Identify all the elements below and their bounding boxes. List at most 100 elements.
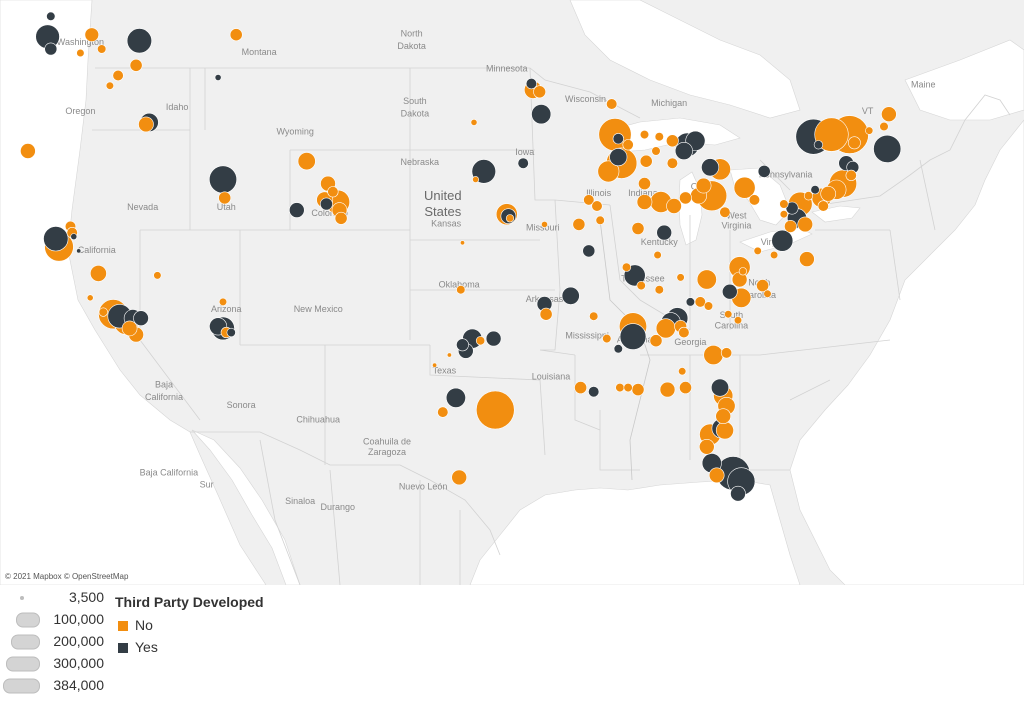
- point-third-party-no[interactable]: [636, 194, 653, 210]
- point-third-party-no[interactable]: [327, 186, 339, 198]
- map-attribution[interactable]: © 2021 Mapbox © OpenStreetMap: [5, 572, 129, 581]
- point-third-party-no[interactable]: [703, 301, 714, 311]
- point-third-party-no[interactable]: [121, 320, 138, 337]
- point-third-party-yes[interactable]: [531, 104, 552, 125]
- point-third-party-no[interactable]: [76, 48, 85, 58]
- point-third-party-no[interactable]: [763, 289, 772, 298]
- point-third-party-no[interactable]: [733, 176, 756, 199]
- point-third-party-no[interactable]: [881, 106, 897, 122]
- point-third-party-yes[interactable]: [701, 158, 720, 177]
- point-third-party-yes[interactable]: [612, 133, 624, 145]
- point-third-party-no[interactable]: [470, 119, 478, 126]
- point-third-party-no[interactable]: [651, 146, 661, 156]
- point-third-party-no[interactable]: [229, 28, 243, 42]
- point-third-party-no[interactable]: [779, 210, 789, 219]
- point-third-party-yes[interactable]: [485, 330, 502, 347]
- point-third-party-no[interactable]: [848, 136, 861, 150]
- point-third-party-no[interactable]: [715, 421, 734, 440]
- point-third-party-no[interactable]: [86, 294, 94, 302]
- point-third-party-yes[interactable]: [588, 386, 600, 398]
- point-third-party-no[interactable]: [703, 344, 724, 365]
- point-third-party-no[interactable]: [799, 251, 815, 267]
- point-third-party-no[interactable]: [817, 200, 829, 212]
- point-third-party-no[interactable]: [459, 240, 465, 246]
- point-third-party-yes[interactable]: [873, 134, 902, 163]
- point-third-party-no[interactable]: [649, 334, 663, 348]
- point-third-party-yes[interactable]: [46, 11, 56, 21]
- point-third-party-yes[interactable]: [771, 229, 794, 252]
- point-third-party-no[interactable]: [475, 336, 486, 346]
- point-third-party-no[interactable]: [218, 297, 228, 307]
- point-third-party-yes[interactable]: [126, 28, 152, 54]
- point-third-party-no[interactable]: [541, 220, 548, 228]
- point-third-party-yes[interactable]: [619, 323, 647, 350]
- point-third-party-yes[interactable]: [445, 387, 466, 408]
- point-third-party-no[interactable]: [84, 27, 100, 42]
- point-third-party-no[interactable]: [698, 438, 715, 455]
- point-third-party-yes[interactable]: [757, 164, 771, 178]
- point-third-party-no[interactable]: [779, 199, 789, 209]
- point-third-party-yes[interactable]: [226, 327, 236, 338]
- point-third-party-no[interactable]: [615, 383, 625, 393]
- point-third-party-no[interactable]: [820, 186, 837, 202]
- point-third-party-yes[interactable]: [613, 344, 623, 354]
- point-third-party-no[interactable]: [803, 191, 814, 201]
- point-third-party-no[interactable]: [720, 347, 733, 359]
- point-third-party-no[interactable]: [748, 194, 761, 206]
- point-third-party-yes[interactable]: [656, 224, 673, 241]
- point-third-party-no[interactable]: [622, 139, 634, 151]
- point-third-party-no[interactable]: [678, 326, 690, 339]
- point-third-party-no[interactable]: [129, 58, 143, 72]
- point-third-party-no[interactable]: [475, 390, 515, 430]
- point-third-party-yes[interactable]: [214, 74, 222, 81]
- point-third-party-no[interactable]: [696, 269, 717, 290]
- point-third-party-yes[interactable]: [674, 142, 693, 161]
- point-third-party-no[interactable]: [733, 316, 743, 325]
- point-third-party-no[interactable]: [583, 194, 595, 206]
- map[interactable]: OntarioWashingtonMontanaNorthDakotaMinne…: [0, 0, 1024, 585]
- point-third-party-no[interactable]: [606, 98, 618, 110]
- point-third-party-no[interactable]: [505, 214, 515, 223]
- point-third-party-no[interactable]: [602, 334, 612, 344]
- point-third-party-yes[interactable]: [319, 197, 333, 211]
- point-third-party-no[interactable]: [724, 310, 733, 319]
- point-third-party-no[interactable]: [638, 177, 651, 190]
- point-third-party-yes[interactable]: [710, 378, 729, 397]
- point-third-party-no[interactable]: [218, 191, 232, 205]
- point-third-party-no[interactable]: [738, 267, 748, 276]
- point-third-party-no[interactable]: [636, 281, 646, 291]
- point-third-party-no[interactable]: [90, 264, 107, 282]
- point-third-party-no[interactable]: [879, 121, 889, 132]
- point-third-party-no[interactable]: [98, 307, 108, 317]
- point-third-party-yes[interactable]: [785, 201, 799, 215]
- point-third-party-yes[interactable]: [525, 77, 538, 90]
- point-third-party-no[interactable]: [153, 271, 162, 280]
- point-third-party-yes[interactable]: [70, 233, 78, 240]
- point-third-party-yes[interactable]: [582, 244, 596, 258]
- point-third-party-yes[interactable]: [209, 165, 238, 194]
- point-third-party-yes[interactable]: [730, 485, 746, 502]
- point-third-party-no[interactable]: [572, 217, 586, 231]
- point-third-party-yes[interactable]: [456, 338, 469, 352]
- point-third-party-yes[interactable]: [43, 226, 69, 252]
- point-third-party-no[interactable]: [533, 85, 546, 99]
- point-third-party-no[interactable]: [451, 469, 468, 486]
- point-third-party-no[interactable]: [719, 206, 731, 218]
- point-third-party-no[interactable]: [97, 44, 107, 54]
- point-third-party-yes[interactable]: [133, 310, 149, 327]
- point-third-party-yes[interactable]: [685, 297, 696, 307]
- point-third-party-no[interactable]: [653, 250, 662, 260]
- point-third-party-no[interactable]: [708, 467, 725, 484]
- point-third-party-yes[interactable]: [76, 248, 82, 254]
- point-third-party-no[interactable]: [845, 169, 857, 181]
- point-third-party-yes[interactable]: [721, 283, 738, 300]
- point-third-party-yes[interactable]: [561, 286, 580, 305]
- point-third-party-no[interactable]: [446, 352, 452, 358]
- point-third-party-no[interactable]: [666, 198, 682, 214]
- point-third-party-no[interactable]: [678, 367, 687, 376]
- point-third-party-no[interactable]: [591, 200, 603, 212]
- point-third-party-no[interactable]: [334, 211, 348, 225]
- point-third-party-yes[interactable]: [609, 148, 628, 167]
- point-third-party-yes[interactable]: [288, 202, 305, 218]
- point-third-party-no[interactable]: [753, 246, 762, 255]
